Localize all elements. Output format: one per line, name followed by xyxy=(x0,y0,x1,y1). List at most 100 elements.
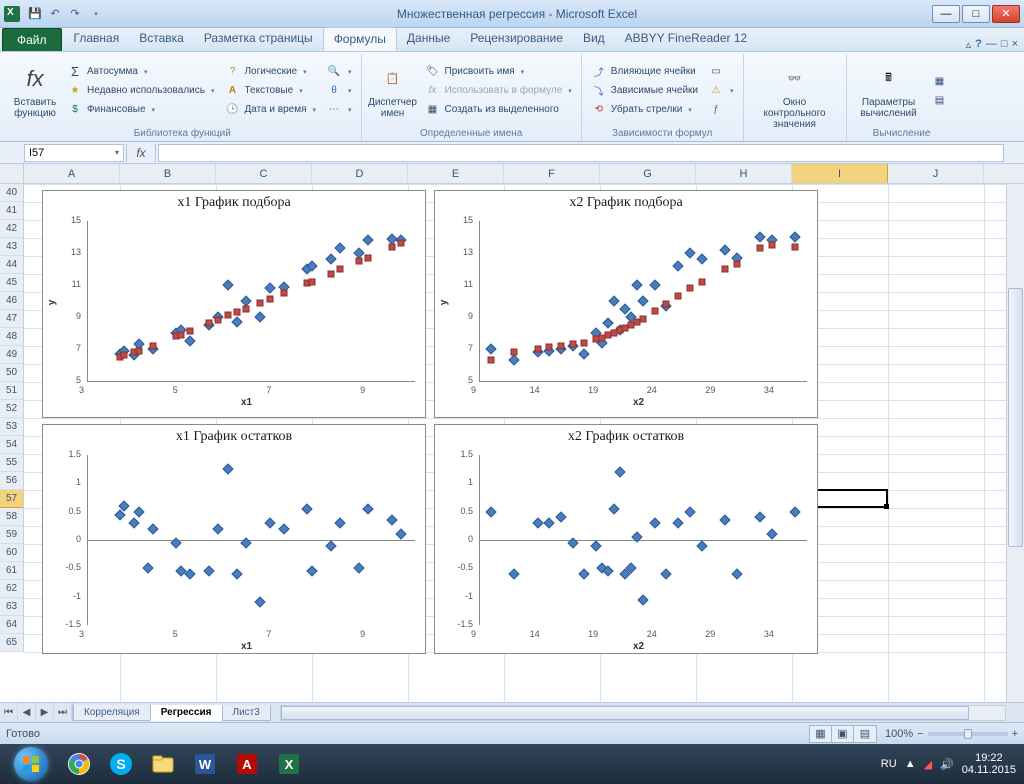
row-header-51[interactable]: 51 xyxy=(0,382,23,400)
math-button[interactable]: θ xyxy=(323,82,355,100)
row-header-63[interactable]: 63 xyxy=(0,598,23,616)
column-header-A[interactable]: A xyxy=(24,164,120,183)
view-normal-button[interactable]: ▦ xyxy=(810,726,832,742)
sheet-last-button[interactable]: ⏭ xyxy=(54,703,72,722)
formula-input[interactable] xyxy=(158,144,1004,162)
horizontal-scroll-thumb[interactable] xyxy=(281,706,969,720)
zoom-thumb[interactable] xyxy=(964,729,972,739)
taskbar-excel-icon[interactable]: X xyxy=(269,748,309,780)
recent-functions-button[interactable]: ★Недавно использовались xyxy=(64,82,217,100)
create-from-selection-button[interactable]: ▦Создать из выделенного xyxy=(422,101,575,119)
use-in-formula-button[interactable]: fxИспользовать в формуле xyxy=(422,82,575,100)
column-header-C[interactable]: C xyxy=(216,164,312,183)
vertical-scroll-thumb[interactable] xyxy=(1008,288,1023,547)
row-header-60[interactable]: 60 xyxy=(0,544,23,562)
taskbar-chrome-icon[interactable] xyxy=(59,748,99,780)
taskbar-word-icon[interactable]: W xyxy=(185,748,225,780)
workbook-min-icon[interactable]: — xyxy=(986,38,997,51)
chart-c3[interactable]: x1 График остатков-1.5-1-0.500.511.53579… xyxy=(42,424,426,654)
tab-главная[interactable]: Главная xyxy=(64,27,130,51)
datetime-button[interactable]: 🕓Дата и время xyxy=(221,101,319,119)
tab-вставка[interactable]: Вставка xyxy=(129,27,194,51)
evaluate-formula-button[interactable]: ƒ xyxy=(705,101,737,119)
close-button[interactable]: ✕ xyxy=(992,5,1020,23)
cells[interactable]: x1 График подбора5791113153579x1yx2 Граф… xyxy=(24,184,1024,702)
tab-формулы[interactable]: Формулы xyxy=(323,27,397,51)
trace-dependents-button[interactable]: ⤵Зависимые ячейки xyxy=(588,82,701,100)
row-header-55[interactable]: 55 xyxy=(0,454,23,472)
qat-redo[interactable]: ↷ xyxy=(66,5,84,23)
row-header-49[interactable]: 49 xyxy=(0,346,23,364)
workbook-close-icon[interactable]: × xyxy=(1012,38,1018,51)
logical-button[interactable]: ?Логические xyxy=(221,63,319,81)
help-icon[interactable]: ? xyxy=(975,38,982,51)
tray-lang[interactable]: RU xyxy=(881,758,897,770)
tab-разметка-страницы[interactable]: Разметка страницы xyxy=(194,27,323,51)
name-box-dropdown-icon[interactable]: ▾ xyxy=(115,148,119,157)
row-header-45[interactable]: 45 xyxy=(0,274,23,292)
column-header-J[interactable]: J xyxy=(888,164,984,183)
tab-вид[interactable]: Вид xyxy=(573,27,615,51)
autosum-button[interactable]: ΣАвтосумма xyxy=(64,63,217,81)
row-header-48[interactable]: 48 xyxy=(0,328,23,346)
more-functions-button[interactable]: ⋯ xyxy=(323,101,355,119)
row-header-47[interactable]: 47 xyxy=(0,310,23,328)
qat-save[interactable]: 💾 xyxy=(26,5,44,23)
taskbar-explorer-icon[interactable] xyxy=(143,748,183,780)
minimize-button[interactable]: — xyxy=(932,5,960,23)
view-pagebreak-button[interactable]: ▤ xyxy=(854,726,876,742)
name-manager-button[interactable]: 📋 Диспетчер имен xyxy=(368,54,418,127)
row-header-54[interactable]: 54 xyxy=(0,436,23,454)
column-header-G[interactable]: G xyxy=(600,164,696,183)
row-header-52[interactable]: 52 xyxy=(0,400,23,418)
calc-sheet-button[interactable]: ▤ xyxy=(929,91,951,109)
name-box[interactable]: I57▾ xyxy=(24,144,124,162)
tab-рецензирование[interactable]: Рецензирование xyxy=(460,27,573,51)
column-header-F[interactable]: F xyxy=(504,164,600,183)
taskbar-skype-icon[interactable]: S xyxy=(101,748,141,780)
fx-label[interactable]: fx xyxy=(126,144,156,162)
zoom-in-button[interactable]: + xyxy=(1012,728,1018,740)
tray-flag-icon[interactable]: ▲ xyxy=(905,758,916,770)
sheet-tab-Корреляция[interactable]: Корреляция xyxy=(73,705,151,721)
ribbon-minimize-icon[interactable]: ▵ xyxy=(966,38,972,51)
tray-clock[interactable]: 19:22 04.11.2015 xyxy=(962,752,1016,776)
row-header-64[interactable]: 64 xyxy=(0,616,23,634)
column-header-B[interactable]: B xyxy=(120,164,216,183)
row-header-62[interactable]: 62 xyxy=(0,580,23,598)
row-header-43[interactable]: 43 xyxy=(0,238,23,256)
start-button[interactable] xyxy=(4,744,58,784)
sheet-tab-Лист3[interactable]: Лист3 xyxy=(222,705,271,721)
column-header-E[interactable]: E xyxy=(408,164,504,183)
tray-sound-icon[interactable]: 🔊 xyxy=(940,758,954,771)
row-header-40[interactable]: 40 xyxy=(0,184,23,202)
qat-undo[interactable]: ↶ xyxy=(46,5,64,23)
row-header-41[interactable]: 41 xyxy=(0,202,23,220)
tray-network-icon[interactable]: ◢ xyxy=(924,758,932,771)
chart-c4[interactable]: x2 График остатков-1.5-1-0.500.511.59141… xyxy=(434,424,818,654)
lookup-button[interactable]: 🔍 xyxy=(323,63,355,81)
chart-c1[interactable]: x1 График подбора5791113153579x1y xyxy=(42,190,426,418)
row-header-46[interactable]: 46 xyxy=(0,292,23,310)
sheet-prev-button[interactable]: ◀ xyxy=(18,703,36,722)
insert-function-button[interactable]: fx Вставить функцию xyxy=(10,54,60,127)
column-header-H[interactable]: H xyxy=(696,164,792,183)
vertical-scrollbar[interactable] xyxy=(1006,184,1024,702)
tab-abbyy-finereader-12[interactable]: ABBYY FineReader 12 xyxy=(615,27,758,51)
row-header-65[interactable]: 65 xyxy=(0,634,23,652)
watch-window-button[interactable]: 👓 Окно контрольного значения xyxy=(750,54,840,138)
row-header-53[interactable]: 53 xyxy=(0,418,23,436)
taskbar-acrobat-icon[interactable]: A xyxy=(227,748,267,780)
financial-button[interactable]: $Финансовые xyxy=(64,101,217,119)
row-header-61[interactable]: 61 xyxy=(0,562,23,580)
sheet-tab-Регрессия[interactable]: Регрессия xyxy=(150,705,223,721)
calc-now-button[interactable]: ▦ xyxy=(929,72,951,90)
view-layout-button[interactable]: ▣ xyxy=(832,726,854,742)
qat-customize[interactable] xyxy=(86,5,104,23)
workbook-restore-icon[interactable]: □ xyxy=(1001,38,1008,51)
row-header-59[interactable]: 59 xyxy=(0,526,23,544)
tab-данные[interactable]: Данные xyxy=(397,27,460,51)
select-all-corner[interactable] xyxy=(0,164,24,184)
define-name-button[interactable]: 🏷Присвоить имя xyxy=(422,63,575,81)
sheet-first-button[interactable]: ⏮ xyxy=(0,703,18,722)
